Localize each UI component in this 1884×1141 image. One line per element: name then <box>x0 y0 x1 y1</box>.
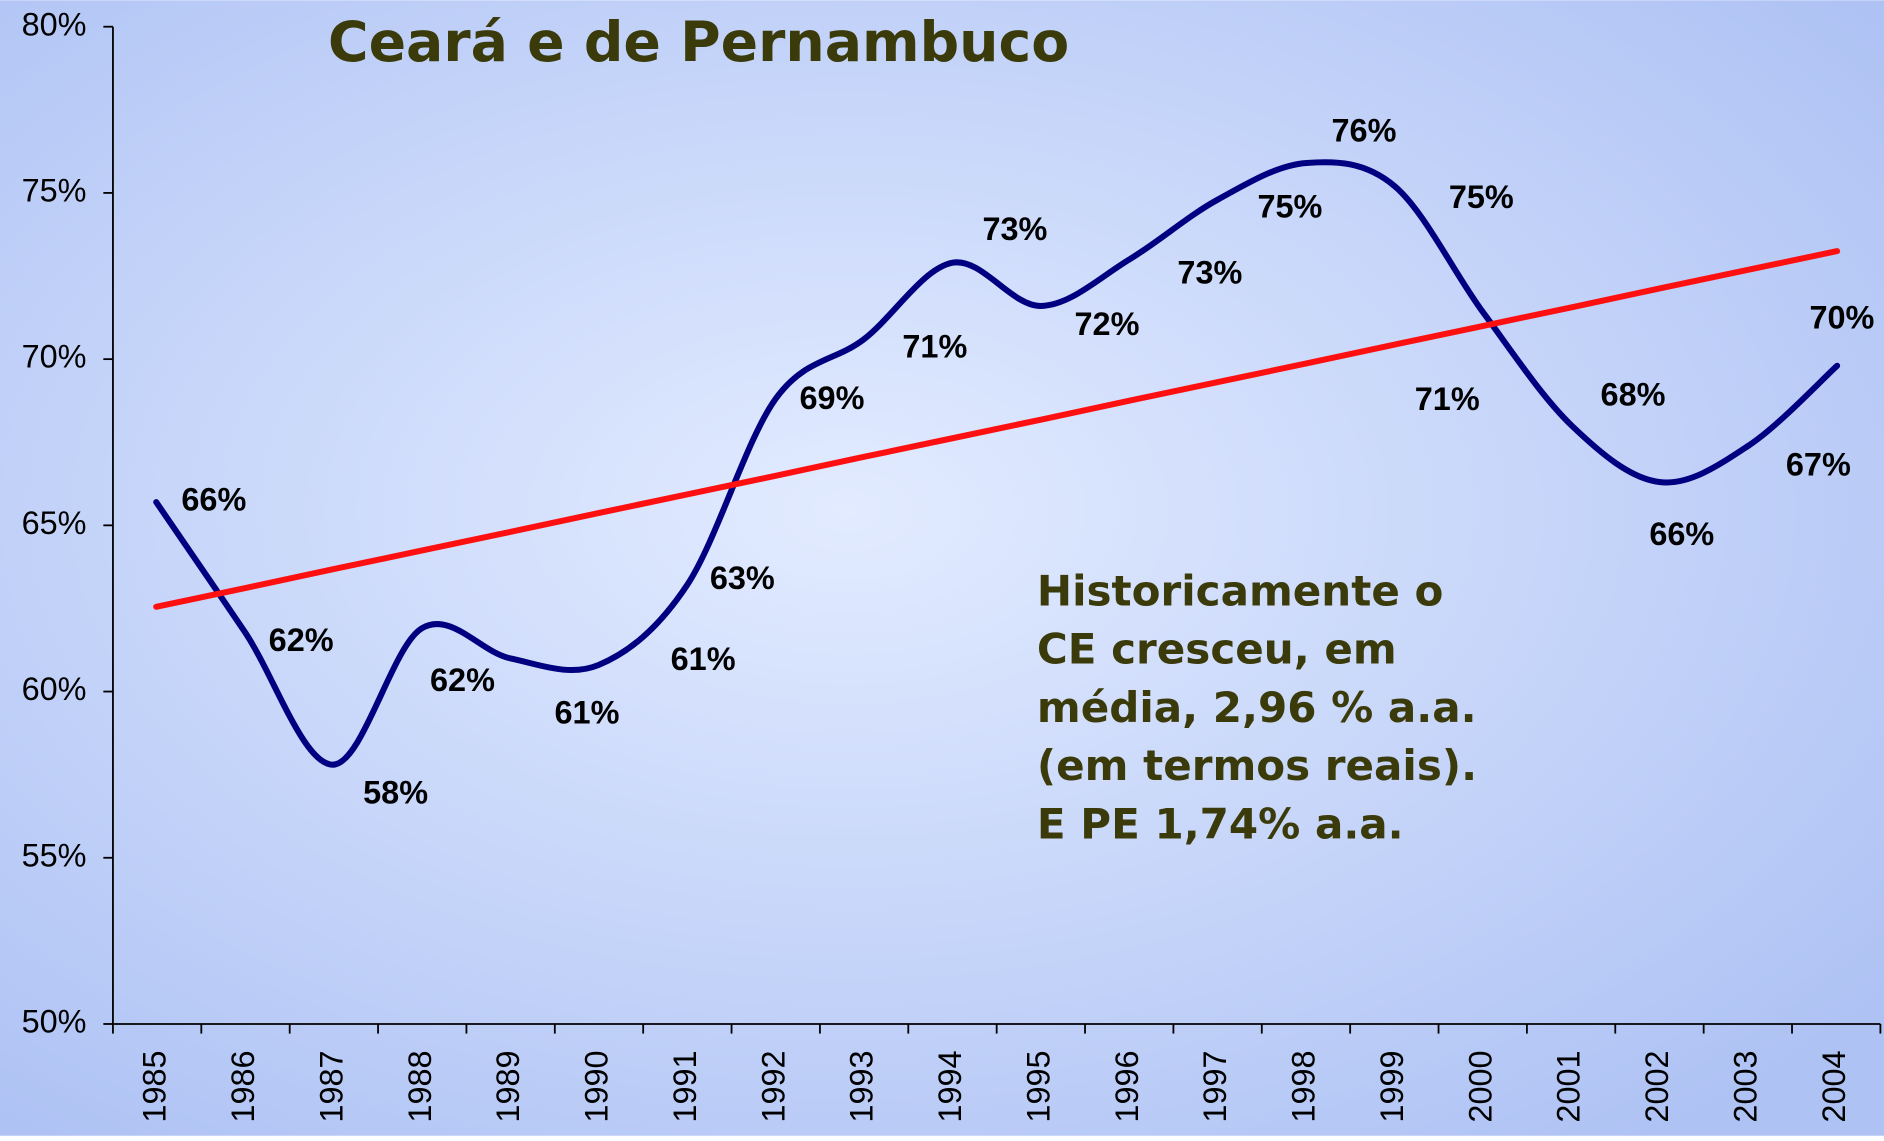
y-tick-label: 80% <box>22 6 87 42</box>
chart-title: Ceará e de Pernambuco <box>328 11 1069 75</box>
data-label: 66% <box>181 482 246 518</box>
data-label: 71% <box>1415 381 1480 417</box>
data-label: 73% <box>1177 255 1242 291</box>
x-tick-label: 1989 <box>490 1050 526 1122</box>
x-tick-label: 1990 <box>579 1050 615 1122</box>
x-tick-label: 1985 <box>137 1050 173 1122</box>
data-line <box>153 159 1841 768</box>
x-tick-label: 1992 <box>755 1050 791 1122</box>
data-label: 69% <box>799 380 864 416</box>
data-label: 62% <box>430 662 495 698</box>
annotation: CE cresceu, em <box>1037 625 1397 674</box>
x-tick-label: 1986 <box>225 1050 261 1122</box>
x-tick-label: 2003 <box>1727 1050 1763 1122</box>
trend-line <box>153 248 1841 610</box>
y-tick-label: 70% <box>22 339 87 375</box>
x-tick-label: 1991 <box>667 1050 703 1122</box>
data-label: 63% <box>710 560 775 596</box>
data-label: 67% <box>1786 447 1851 483</box>
x-tick-label: 1999 <box>1374 1050 1410 1122</box>
x-tick-label: 1994 <box>932 1050 968 1122</box>
data-label: 75% <box>1449 179 1514 215</box>
annotation: média, 2,96 % a.a. <box>1037 683 1477 732</box>
data-label: 71% <box>902 328 967 364</box>
data-label: 70% <box>1809 300 1874 336</box>
data-label: 61% <box>671 641 736 677</box>
y-tick-label: 60% <box>22 671 87 707</box>
data-label: 61% <box>555 694 620 730</box>
annotation: Historicamente o <box>1037 566 1443 615</box>
x-tick-label: 1995 <box>1020 1050 1056 1122</box>
data-label: 72% <box>1075 306 1140 342</box>
data-label: 58% <box>363 774 428 810</box>
x-tick-label: 2004 <box>1816 1050 1852 1122</box>
y-tick-label: 50% <box>22 1004 87 1040</box>
data-label: 62% <box>269 622 334 658</box>
data-label: 68% <box>1601 376 1666 412</box>
data-label: 75% <box>1257 189 1322 225</box>
data-label: 76% <box>1332 113 1397 149</box>
x-tick-label: 1998 <box>1286 1050 1322 1122</box>
y-tick-label: 75% <box>22 172 87 208</box>
annotation: (em termos reais). <box>1037 741 1477 790</box>
x-tick-label: 1996 <box>1109 1050 1145 1122</box>
x-tick-label: 1987 <box>313 1050 349 1122</box>
x-tick-label: 2002 <box>1639 1050 1675 1122</box>
x-tick-label: 1993 <box>844 1050 880 1122</box>
x-tick-label: 2001 <box>1551 1050 1587 1122</box>
x-tick-label: 1988 <box>402 1050 438 1122</box>
data-label: 66% <box>1649 516 1714 552</box>
y-tick-label: 55% <box>22 837 87 873</box>
x-tick-label: 1997 <box>1197 1050 1233 1122</box>
data-label: 73% <box>982 211 1047 247</box>
y-tick-label: 65% <box>22 505 87 541</box>
annotation: E PE 1,74% a.a. <box>1037 799 1404 848</box>
x-tick-label: 2000 <box>1462 1050 1498 1122</box>
